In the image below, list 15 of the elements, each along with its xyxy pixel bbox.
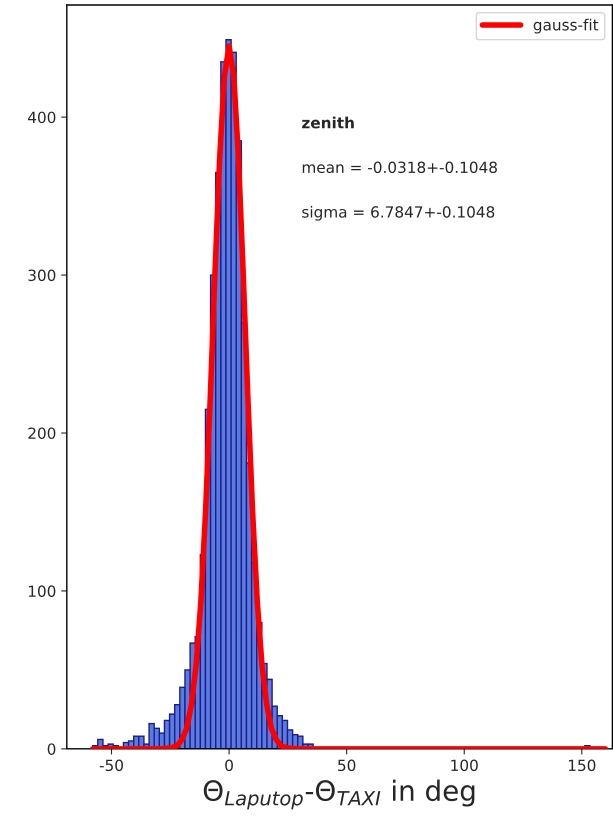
y-tick-label: 400 [28,112,56,124]
y-tick-label: 0 [48,743,56,755]
annotation: zenith [302,116,354,128]
x-tick-label: 50 [338,760,356,772]
y-tick-label: 300 [28,270,56,282]
y-tick-label: 200 [28,427,56,440]
annotation: mean = -0.0318+-0.1048 [302,162,497,174]
legend-label: gauss-fit [534,18,598,34]
annotation: sigma = 6.7847+-0.1048 [302,206,494,221]
x-tick-label: 100 [451,760,478,772]
x-tick-label: 0 [225,760,233,772]
x-tick-label: -50 [100,760,123,772]
y-tick-label: 100 [28,585,56,597]
x-tick-label: 150 [568,760,596,772]
x-axis-title: Θ$_{Laputop}$-Θ$_{TAXI}$ in deg [204,780,474,810]
